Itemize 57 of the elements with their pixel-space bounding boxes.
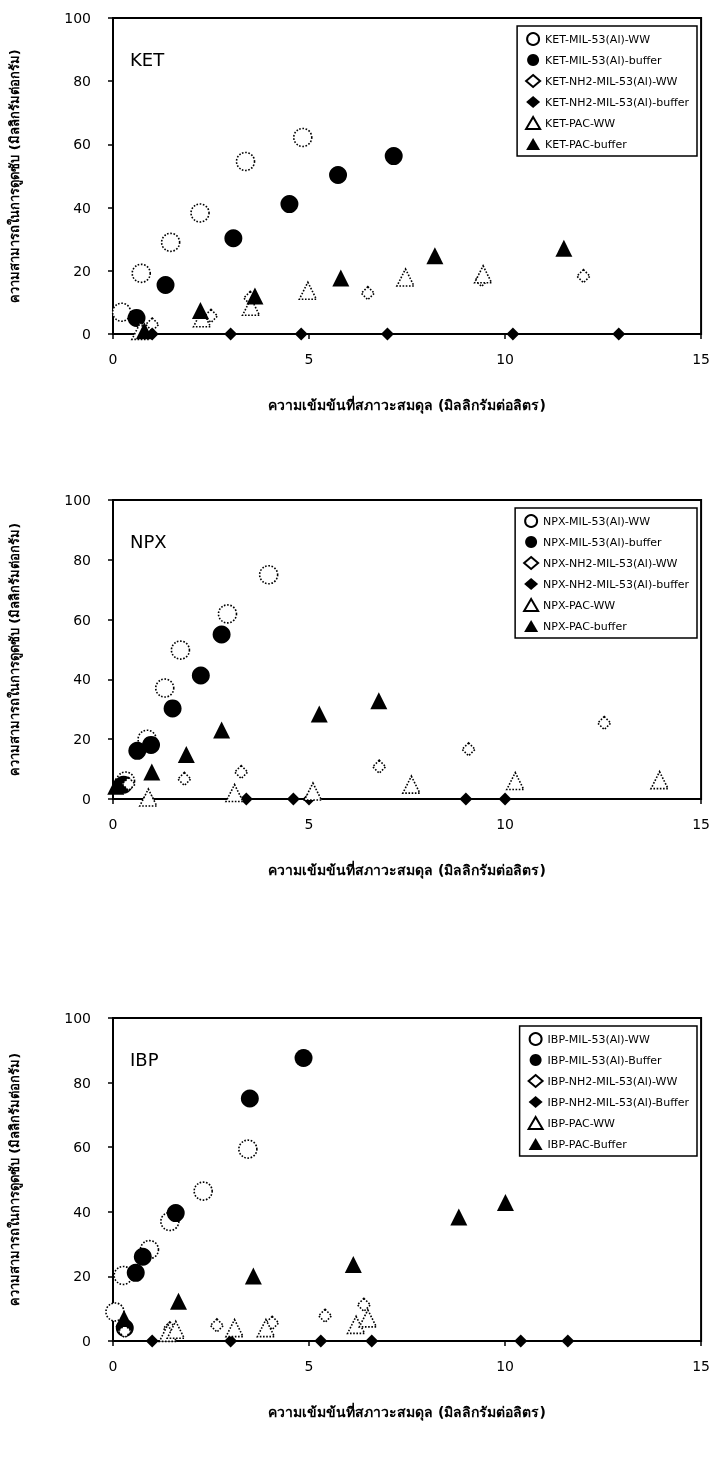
y-axis-title: ความสามารถในการดูดซับ (มิลลิกรัมต่อกรัม) (6, 522, 23, 777)
y-tick-label: 80 (73, 73, 91, 90)
legend-label: KET-PAC-WW (545, 116, 616, 130)
x-tick-label: 15 (692, 351, 711, 367)
y-tick-label: 20 (73, 1268, 91, 1285)
x-tick-label: 15 (692, 816, 711, 832)
y-tick-label: 100 (64, 10, 91, 26)
legend-label: KET-MIL-53(Al)-WW (545, 32, 651, 46)
x-tick-label: 10 (496, 816, 514, 832)
x-tick-label: 15 (692, 1358, 711, 1374)
legend-label: IBP-PAC-WW (547, 1116, 616, 1130)
x-axis-title: ความเข้มข้นที่สภาวะสมดุล (มิลลิกรัมต่อลิตร) (268, 860, 546, 879)
y-axis-title: ความสามารถในการดูดซับ (มิลลิกรัมต่อกรัม) (6, 1052, 23, 1307)
y-tick-label: 0 (82, 1333, 91, 1349)
y-tick-label: 40 (73, 671, 91, 688)
legend-label: NPX-MIL-53(Al)-buffer (543, 535, 663, 549)
legend-label: KET-NH2-MIL-53(Al)-WW (545, 74, 678, 88)
x-tick-label: 0 (108, 816, 118, 832)
y-tick-label: 60 (73, 1139, 91, 1156)
y-tick-label: 20 (73, 731, 91, 748)
legend-label: NPX-PAC-buffer (543, 619, 628, 633)
y-axis-title: ความสามารถในการดูดซับ (มิลลิกรัมต่อกรัม) (6, 49, 23, 303)
y-tick-label: 100 (64, 492, 91, 508)
x-tick-label: 10 (496, 351, 514, 367)
legend-label: KET-MIL-53(Al)-buffer (545, 53, 663, 67)
x-axis-title: ความเข้มข้นที่สภาวะสมดุล (มิลลิกรัมต่อลิตร) (268, 395, 546, 414)
y-tick-label: 80 (73, 551, 91, 568)
y-tick-label: 40 (73, 199, 91, 216)
legend-label: IBP-MIL-53(Al)-WW (547, 1032, 650, 1046)
legend-label: NPX-NH2-MIL-53(Al)-buffer (543, 577, 690, 591)
y-tick-label: 100 (64, 1010, 91, 1026)
x-tick-label: 0 (108, 351, 118, 367)
legend-label: IBP-MIL-53(Al)-Buffer (547, 1053, 663, 1067)
y-tick-label: 40 (73, 1203, 91, 1220)
x-tick-label: 5 (304, 816, 314, 832)
y-tick-label: 80 (73, 1074, 91, 1091)
x-tick-label: 0 (108, 1358, 118, 1374)
text: NPX (130, 530, 167, 552)
legend-label: KET-PAC-buffer (545, 137, 628, 151)
legend-label: NPX-NH2-MIL-53(Al)-WW (543, 556, 678, 570)
x-tick-label: 10 (496, 1358, 514, 1374)
legend-label: IBP-NH2-MIL-53(Al)-Buffer (547, 1095, 690, 1109)
y-tick-label: 60 (73, 611, 91, 628)
legend-label: IBP-PAC-Buffer (547, 1137, 628, 1151)
y-tick-label: 20 (73, 262, 91, 279)
text: KET (130, 48, 166, 70)
y-tick-label: 0 (82, 791, 91, 807)
x-axis-title: ความเข้มข้นที่สภาวะสมดุล (มิลลิกรัมต่อลิตร) (268, 1402, 546, 1421)
x-tick-label: 5 (304, 1358, 314, 1374)
legend-label: NPX-PAC-WW (543, 598, 616, 612)
legend-label: IBP-NH2-MIL-53(Al)-WW (547, 1074, 678, 1088)
y-tick-label: 60 (73, 136, 91, 153)
text: IBP (130, 1048, 159, 1070)
y-tick-label: 0 (82, 326, 91, 342)
legend-label: KET-NH2-MIL-53(Al)-buffer (545, 95, 690, 109)
x-tick-label: 5 (304, 351, 314, 367)
legend-label: NPX-MIL-53(Al)-WW (543, 514, 651, 528)
